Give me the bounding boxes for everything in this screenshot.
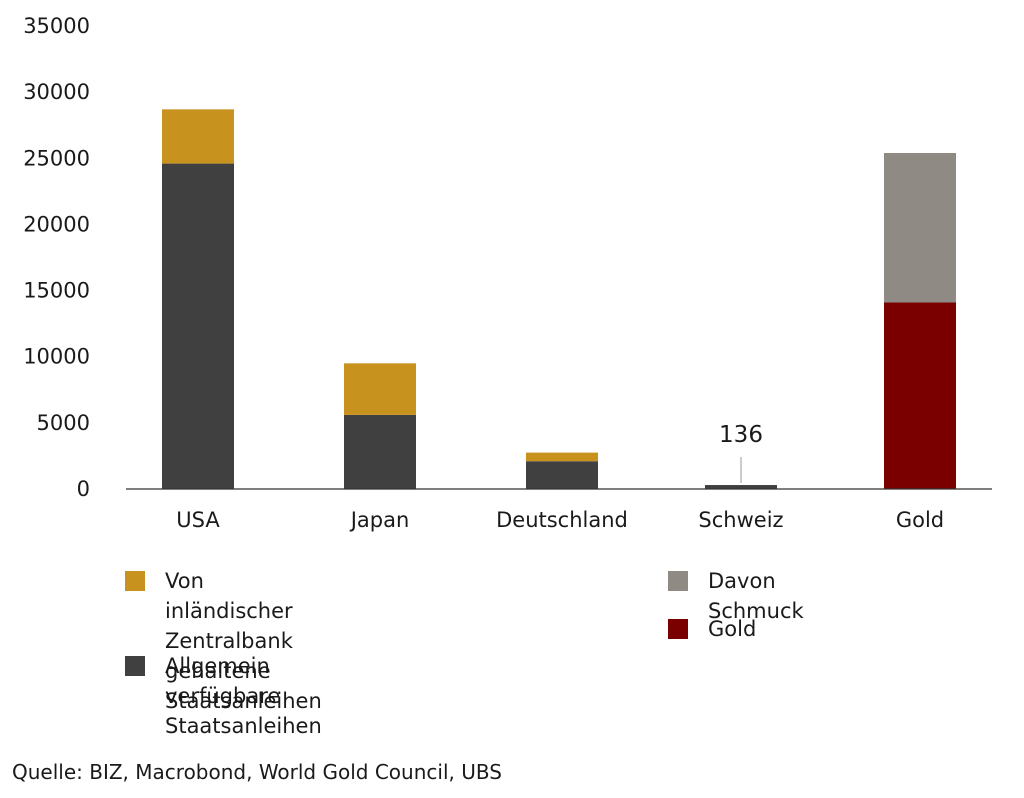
legend-label-central-bank: Von inländischer Zentralbank gehaltene S…	[165, 569, 322, 713]
bar-segment-usa-series-1	[162, 109, 234, 164]
bar-segment-schweiz-series-0	[705, 485, 777, 489]
legend-swatch-gold	[668, 619, 688, 639]
y-tick-label: 35000	[23, 14, 90, 38]
annotations: 136	[719, 422, 763, 483]
bars	[162, 109, 956, 489]
legend-item-central-bank: Von inländischer Zentralbank gehaltene S…	[125, 566, 322, 716]
y-tick-label: 15000	[23, 279, 90, 303]
bar-segment-gold-series-3	[884, 152, 956, 303]
bar-segment-deutschland-series-1	[526, 452, 598, 462]
annotation-label: 136	[719, 422, 763, 448]
legend-item-jewelry: Davon Schmuck	[668, 566, 804, 626]
y-tick-label: 5000	[37, 411, 90, 435]
legend-item-available: Allgemein verfügbare Staatsanleihen	[125, 651, 322, 741]
y-tick-label: 20000	[23, 212, 90, 236]
legend-swatch-available	[125, 656, 145, 676]
y-tick-label: 25000	[23, 146, 90, 170]
bar-segment-deutschland-series-0	[526, 461, 598, 489]
x-category-label: Schweiz	[698, 508, 783, 532]
x-category-label: Japan	[349, 508, 410, 532]
legend-label-available: Allgemein verfügbare Staatsanleihen	[165, 654, 322, 738]
legend-label-jewelry: Davon Schmuck	[708, 569, 804, 623]
y-tick-label: 30000	[23, 80, 90, 104]
bar-segment-japan-series-0	[344, 414, 416, 489]
y-tick-label: 0	[77, 477, 90, 501]
bar-segment-japan-series-1	[344, 363, 416, 415]
x-category-label: Gold	[896, 508, 944, 532]
x-category-label: Deutschland	[496, 508, 628, 532]
legend-swatch-jewelry	[668, 571, 688, 591]
source-note: Quelle: BIZ, Macrobond, World Gold Counc…	[12, 760, 502, 784]
x-axis-category-labels: USA Japan Deutschland Schweiz Gold	[176, 508, 944, 532]
x-category-label: USA	[176, 508, 220, 532]
legend-label-gold: Gold	[708, 617, 757, 641]
bar-segment-usa-series-0	[162, 163, 234, 489]
y-tick-label: 10000	[23, 345, 90, 369]
bar-segment-gold-series-2	[884, 302, 956, 489]
y-axis-tick-labels: 0 5000 10000 15000 20000 25000 30000 35000	[23, 14, 90, 501]
legend-item-gold: Gold	[668, 614, 756, 644]
legend-swatch-central-bank	[125, 571, 145, 591]
